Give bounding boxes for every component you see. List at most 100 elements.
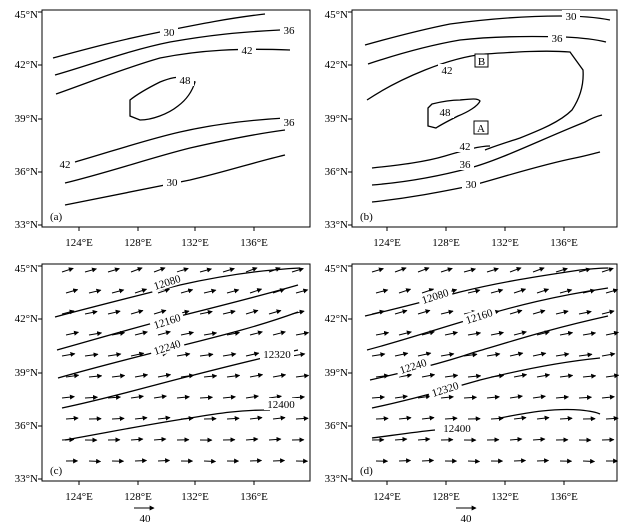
contour-12400-east: [499, 408, 601, 419]
wind-arrow: [84, 309, 98, 315]
contour-label: 30: [164, 27, 176, 39]
wind-arrow: [249, 330, 263, 336]
reference-vector-right: 40: [456, 505, 477, 525]
contour-48-inner: [427, 98, 481, 129]
x-tick-label: 128°E: [432, 237, 460, 249]
wind-arrow: [157, 288, 171, 294]
wind-arrow: [536, 330, 550, 336]
wind-arrow: [463, 267, 477, 273]
wind-arrow: [291, 267, 304, 273]
panel-label: (a): [50, 211, 63, 223]
contour-12320: [371, 357, 601, 409]
y-tick-label: 39°N: [325, 113, 348, 125]
wind-arrow: [153, 436, 167, 442]
contour-36-south: [371, 114, 603, 186]
wind-arrow: [203, 288, 217, 294]
wind-arrow: [65, 415, 79, 421]
y-axis-labels-left-top: 45°N 42°N 39°N 36°N 33°N: [15, 9, 38, 231]
wind-arrow: [559, 288, 573, 294]
wind-arrow: [157, 372, 172, 378]
y-tick-label: 42°N: [325, 313, 348, 325]
y-tick-label: 45°N: [15, 9, 38, 21]
wind-arrow: [88, 373, 103, 379]
x-tick-label: 128°E: [124, 491, 152, 503]
wind-arrow: [417, 394, 431, 400]
y-axis-labels-right-bottom: 45°N 42°N 39°N 36°N 33°N: [325, 263, 348, 485]
x-tick-label: 124°E: [65, 237, 93, 249]
wind-arrow: [601, 352, 616, 357]
wind-arrow: [555, 352, 570, 358]
wind-arrow: [226, 416, 240, 422]
wind-arrow: [180, 288, 194, 294]
wind-arrow: [486, 394, 500, 400]
wind-arrow: [134, 415, 148, 421]
wind-arrow: [513, 330, 527, 336]
wind-arrow: [490, 330, 505, 336]
wind-arrow: [398, 330, 412, 336]
wind-arrow: [463, 395, 478, 401]
wind-arrow: [440, 267, 453, 273]
y-tick-label: 33°N: [15, 219, 38, 231]
wind-arrow: [134, 458, 148, 464]
wind-arrow: [605, 288, 619, 294]
wind-arrow: [295, 416, 309, 422]
panel-b: 30 36 42 48 42 36 30 B A (b): [351, 9, 618, 228]
wind-arrow: [268, 309, 282, 315]
wind-arrow: [559, 373, 574, 379]
contour-12080: [364, 267, 609, 317]
contour-12400-west: [371, 429, 436, 439]
wind-arrow: [199, 267, 213, 273]
wind-arrow: [394, 267, 407, 273]
panel-d: 12080 12160 12240 12320 12400 (d): [351, 263, 620, 482]
wind-arrow: [107, 267, 120, 273]
wind-arrow: [605, 330, 620, 336]
marker-a-box: [473, 120, 489, 135]
wind-arrow: [375, 416, 389, 422]
contour-label: 30: [566, 11, 578, 23]
contour-30-north: [52, 13, 266, 59]
wind-arrow: [249, 415, 263, 421]
wind-arrow: [440, 352, 455, 358]
wind-arrow: [295, 288, 309, 294]
panel-label: (b): [360, 211, 373, 223]
wind-arrow: [486, 267, 499, 273]
x-tick-label: 124°E: [373, 491, 401, 503]
contour-12400: [64, 409, 271, 441]
contour-label: 12160: [152, 312, 182, 332]
wind-arrow: [467, 458, 481, 464]
contour-label: 42: [60, 159, 71, 171]
wind-arrow: [157, 458, 171, 464]
y-axis-labels-right-top: 45°N 42°N 39°N 36°N 33°N: [325, 9, 348, 231]
y-tick-label: 39°N: [15, 113, 38, 125]
wind-arrow: [249, 458, 263, 464]
x-tick-label: 136°E: [240, 491, 268, 503]
wind-arrow: [61, 394, 75, 400]
contour-label: 36: [284, 117, 296, 129]
wind-arrow: [532, 267, 545, 273]
y-tick-label: 45°N: [325, 263, 348, 275]
wind-arrow: [559, 416, 573, 422]
wind-arrow: [130, 351, 145, 357]
wind-arrow: [513, 372, 528, 378]
wind-arrow: [582, 331, 597, 337]
wind-arrow: [467, 331, 482, 337]
wind-arrow: [536, 415, 550, 421]
wind-arrow: [536, 373, 551, 378]
wind-arrow: [226, 330, 241, 336]
y-tick-label: 42°N: [325, 59, 348, 71]
wind-arrow: [421, 372, 436, 378]
wind-arrow: [509, 394, 523, 400]
wind-arrow: [249, 372, 264, 378]
wind-arrow: [180, 330, 195, 336]
wind-arrow: [444, 330, 459, 336]
wind-arrow: [536, 288, 550, 294]
wind-arrow: [134, 288, 148, 294]
panel-a: 30 36 42 48 36 42 30 (a): [41, 9, 311, 228]
wind-arrow: [111, 288, 125, 294]
wind-arrow: [245, 309, 259, 315]
contour-label: 36: [552, 33, 564, 45]
wind-arrow: [134, 373, 149, 378]
x-tick-label: 132°E: [181, 491, 209, 503]
y-axis-labels-left-bottom: 45°N 42°N 39°N 36°N 33°N: [15, 263, 38, 485]
wind-arrow: [555, 309, 569, 315]
